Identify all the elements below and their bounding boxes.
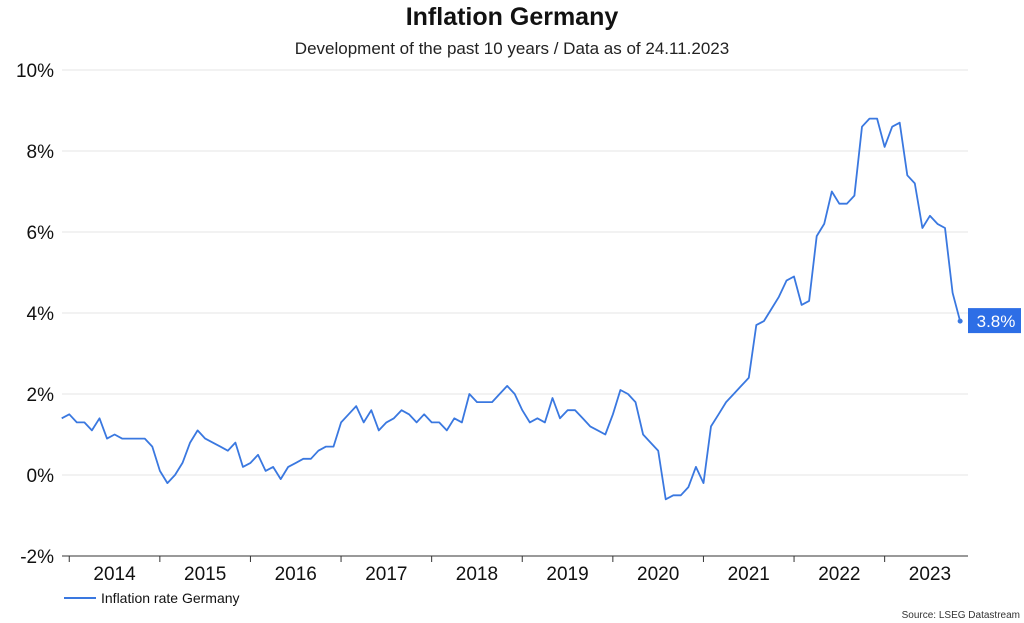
end-value-label-group: 3.8% — [968, 308, 1021, 334]
x-tick-label: 2016 — [275, 564, 317, 585]
series-line-inflation-rate — [61, 117, 961, 501]
x-tick-label: 2023 — [909, 564, 951, 585]
end-value-label-box — [968, 308, 1021, 334]
legend-label-inflation-rate: Inflation rate Germany — [101, 590, 240, 606]
chart-subtitle: Development of the past 10 years / Data … — [295, 39, 729, 58]
x-tick-label: 2017 — [365, 564, 407, 585]
x-tick-label: 2018 — [456, 564, 498, 585]
x-tick-label: 2014 — [93, 564, 136, 585]
y-tick-label: 0% — [27, 466, 55, 487]
x-tick-label: 2022 — [818, 564, 860, 585]
y-tick-label: 2% — [27, 385, 55, 406]
y-tick-label: 6% — [27, 223, 55, 244]
y-tick-label: 4% — [27, 304, 55, 325]
legend: Inflation rate Germany — [64, 590, 240, 606]
x-tick-label: 2019 — [546, 564, 588, 585]
y-tick-label: -2% — [20, 547, 54, 568]
gridlines — [62, 69, 968, 476]
series-end-point — [957, 318, 963, 324]
x-axis: 2014 2015 2016 2017 2018 2019 2020 2021 2022 2023 — [62, 555, 968, 585]
source-note: Source: LSEG Datastream — [902, 610, 1020, 621]
x-tick-label: 2020 — [637, 564, 679, 585]
series-layer — [61, 117, 961, 501]
x-tick-label: 2015 — [184, 564, 226, 585]
y-axis-tick-labels: 10% 8% 6% 4% 2% 0% -2% — [16, 61, 54, 568]
chart-title: Inflation Germany — [406, 3, 619, 31]
end-value-label: 3.8% — [977, 312, 1016, 331]
x-tick-label: 2021 — [728, 564, 770, 585]
y-tick-label: 8% — [27, 142, 55, 163]
data-points — [61, 118, 963, 500]
y-tick-label: 10% — [16, 61, 54, 82]
